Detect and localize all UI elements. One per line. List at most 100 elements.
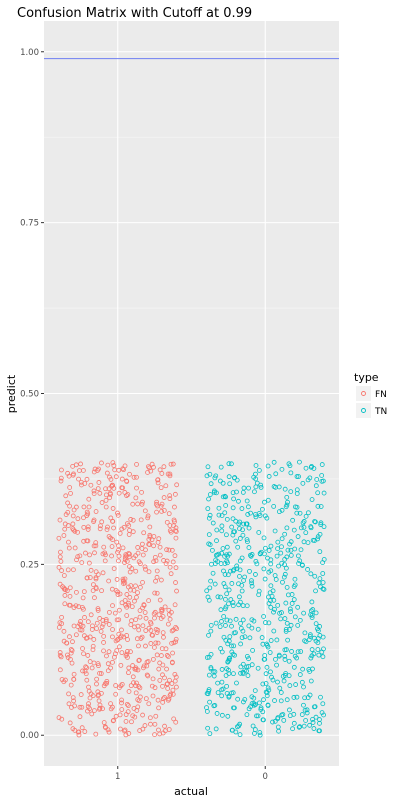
- data-point-fn: [117, 644, 122, 650]
- data-point-fn: [68, 491, 73, 496]
- data-point-fn: [66, 545, 72, 551]
- data-point-fn: [103, 618, 109, 624]
- data-point-tn: [309, 599, 315, 605]
- data-point-tn: [219, 712, 225, 718]
- data-point-tn: [231, 630, 237, 636]
- data-point-fn: [61, 533, 67, 538]
- data-point-fn: [86, 504, 92, 510]
- data-point-tn: [264, 693, 270, 699]
- data-point-fn: [133, 690, 139, 696]
- data-point-tn: [307, 634, 313, 639]
- data-point-tn: [242, 697, 248, 702]
- data-point-fn: [119, 627, 124, 633]
- data-point-tn: [260, 681, 266, 687]
- data-point-fn: [80, 468, 86, 473]
- data-point-fn: [71, 698, 77, 704]
- data-point-tn: [256, 467, 262, 473]
- data-point-tn: [207, 699, 212, 705]
- data-point-fn: [173, 525, 179, 531]
- data-point-tn: [308, 612, 314, 618]
- data-point-tn: [317, 633, 323, 638]
- data-point-fn: [88, 482, 94, 488]
- data-point-tn: [288, 539, 294, 545]
- data-point-fn: [153, 640, 159, 646]
- data-point-tn: [299, 679, 305, 685]
- data-point-fn: [121, 524, 127, 530]
- data-point-tn: [229, 623, 234, 629]
- data-point-fn: [162, 723, 167, 729]
- data-point-tn: [237, 536, 243, 541]
- data-point-tn: [266, 474, 272, 479]
- data-point-tn: [301, 702, 306, 708]
- data-point-tn: [296, 553, 301, 559]
- data-point-fn: [98, 690, 104, 696]
- data-point-fn: [64, 652, 70, 658]
- data-point-tn: [320, 701, 326, 707]
- data-point-tn: [237, 599, 243, 605]
- data-point-tn: [318, 522, 324, 527]
- data-point-tn: [257, 700, 262, 706]
- data-point-tn: [313, 621, 319, 627]
- data-point-fn: [110, 627, 115, 632]
- data-point-fn: [174, 626, 180, 632]
- data-point-tn: [230, 600, 236, 605]
- data-point-fn: [105, 462, 111, 468]
- data-point-fn: [166, 547, 172, 553]
- data-point-tn: [226, 693, 232, 699]
- data-point-fn: [172, 504, 177, 510]
- data-point-tn: [213, 552, 219, 558]
- data-point-tn: [286, 658, 292, 664]
- data-point-fn: [93, 509, 99, 514]
- data-point-tn: [295, 604, 301, 610]
- data-point-tn: [236, 581, 241, 587]
- data-point-fn: [66, 701, 72, 707]
- data-point-tn: [288, 609, 294, 615]
- data-point-fn: [126, 731, 132, 736]
- data-point-tn: [212, 475, 218, 481]
- data-point-fn: [112, 654, 117, 660]
- data-point-fn: [97, 670, 102, 676]
- data-point-fn: [140, 712, 146, 718]
- data-point-fn: [70, 521, 76, 527]
- data-point-tn: [301, 723, 307, 729]
- data-point-tn: [230, 690, 236, 696]
- data-point-fn: [159, 606, 164, 612]
- data-point-fn: [140, 579, 145, 585]
- data-point-tn: [206, 672, 212, 678]
- data-point-fn: [143, 566, 148, 572]
- data-point-tn: [223, 623, 228, 628]
- data-point-fn: [95, 468, 100, 473]
- data-point-tn: [276, 653, 282, 659]
- y-axis-title: predict: [5, 374, 18, 413]
- data-point-fn: [169, 547, 175, 553]
- data-point-tn: [289, 601, 295, 606]
- data-point-fn: [133, 583, 138, 589]
- data-point-fn: [72, 528, 78, 534]
- data-point-tn: [230, 516, 236, 522]
- data-point-tn: [261, 614, 267, 619]
- data-point-tn: [224, 666, 230, 672]
- data-point-fn: [152, 609, 158, 615]
- data-point-tn: [272, 718, 278, 724]
- data-point-tn: [212, 581, 218, 587]
- data-point-fn: [103, 498, 109, 503]
- data-point-tn: [317, 549, 323, 555]
- data-point-tn: [249, 662, 255, 668]
- data-point-fn: [109, 586, 115, 592]
- data-point-fn: [69, 648, 75, 653]
- data-point-fn: [167, 523, 173, 528]
- data-point-fn: [78, 479, 84, 485]
- data-point-fn: [167, 471, 173, 477]
- data-point-tn: [256, 530, 262, 535]
- data-point-fn: [87, 695, 93, 701]
- data-point-tn: [271, 484, 277, 489]
- data-point-fn: [73, 589, 79, 595]
- data-point-fn: [122, 727, 128, 733]
- data-point-tn: [231, 671, 236, 677]
- data-point-tn: [279, 610, 284, 615]
- data-point-tn: [234, 680, 239, 686]
- data-point-fn: [86, 701, 91, 707]
- legend: type FN TN: [354, 371, 387, 418]
- data-point-fn: [173, 565, 179, 571]
- data-point-fn: [84, 538, 90, 544]
